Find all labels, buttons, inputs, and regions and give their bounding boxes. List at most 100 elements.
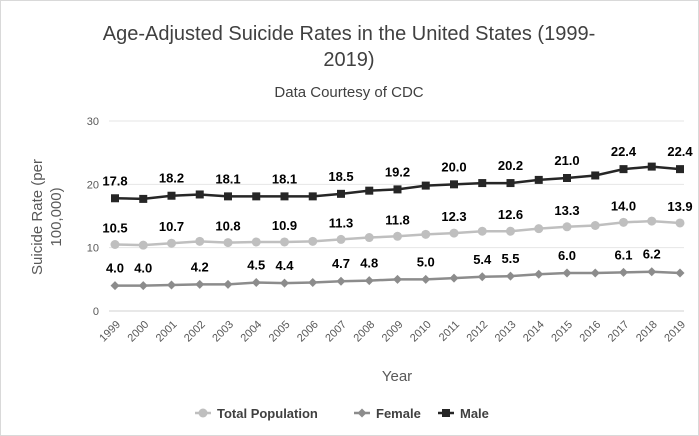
female-data-point xyxy=(477,272,487,282)
total-population-data-point xyxy=(280,237,289,247)
x-tick-label: 2005 xyxy=(267,319,293,345)
female-data-label: 5.4 xyxy=(473,252,492,267)
female-data-point xyxy=(393,274,402,284)
male-data-label: 19.2 xyxy=(385,164,410,179)
total-population-data-point xyxy=(675,218,685,228)
male-data-point xyxy=(647,162,656,171)
x-tick-label: 2011 xyxy=(437,319,462,344)
female-data-point xyxy=(167,280,176,290)
total-population-data-point xyxy=(534,224,544,234)
male-data-label: 20.0 xyxy=(441,159,466,174)
male-data-point xyxy=(478,179,487,188)
x-tick-label: 2013 xyxy=(493,319,519,345)
legend-total-population-marker xyxy=(198,408,208,418)
total-population-data-label: 12.6 xyxy=(498,207,523,222)
x-tick-label: 2000 xyxy=(126,319,152,345)
male-data-point xyxy=(365,186,374,195)
male-data-point xyxy=(393,185,402,194)
total-population-data-point xyxy=(619,217,628,227)
female-data-point xyxy=(647,267,657,277)
legend-female-marker xyxy=(357,408,367,418)
female-data-label: 4.2 xyxy=(191,259,209,274)
x-tick-label: 2010 xyxy=(408,319,434,345)
total-population-data-point xyxy=(308,236,318,246)
total-population-data-point xyxy=(506,226,515,236)
male-data-point xyxy=(421,181,430,190)
chart-title-line-1: Age-Adjusted Suicide Rates in the United… xyxy=(103,23,596,45)
total-population-data-label: 10.9 xyxy=(272,218,297,233)
total-population-data-point xyxy=(110,240,120,249)
y-tick-labels: 0 10 20 30 xyxy=(87,116,99,318)
female-data-label: 6.2 xyxy=(643,247,661,262)
total-population-data-label: 13.9 xyxy=(667,199,692,214)
female-data-point xyxy=(223,279,233,289)
x-tick-label: 2008 xyxy=(352,319,378,345)
female-data-point xyxy=(590,268,600,278)
male-data-point xyxy=(450,180,458,189)
x-tick-label: 2006 xyxy=(295,319,321,345)
female-data-label: 4.4 xyxy=(275,258,294,273)
male-data-point xyxy=(534,175,543,184)
male-data-point xyxy=(139,194,148,203)
female-data-point xyxy=(619,267,628,277)
male-data-point xyxy=(280,192,289,201)
x-tick-label: 2007 xyxy=(323,319,349,345)
x-tick-label: 2012 xyxy=(465,319,491,345)
male-data-label: 18.2 xyxy=(159,171,184,186)
female-data-label: 5.0 xyxy=(417,254,435,269)
female-data-label: 5.5 xyxy=(501,251,519,266)
series-lines xyxy=(110,162,685,291)
y-tick-label: 20 xyxy=(87,179,99,191)
x-tick-label: 2016 xyxy=(578,319,604,345)
total-population-data-label: 10.8 xyxy=(215,219,240,234)
legend-total-population-label: Total Population xyxy=(217,406,318,421)
data-labels: 10.5 10.7 10.8 10.9 11.3 11.8 12.3 12.6 13.3 14.0… xyxy=(102,144,693,276)
female-data-label: 4.7 xyxy=(332,256,350,271)
y-axis-label-line-1: Suicide Rate (per xyxy=(29,159,46,275)
male-data-point xyxy=(619,165,628,174)
gridlines xyxy=(109,120,684,312)
x-axis-label: Year xyxy=(382,368,412,385)
chart-subtitle: Data Courtesy of CDC xyxy=(274,84,423,101)
male-data-point xyxy=(563,174,571,182)
male-data-label: 21.0 xyxy=(554,153,579,168)
male-data-label: 22.4 xyxy=(611,144,637,159)
female-data-label: 4.5 xyxy=(247,258,265,273)
female-data-label: 4.8 xyxy=(360,256,378,271)
total-population-data-point xyxy=(195,236,205,246)
male-data-point xyxy=(195,190,204,199)
total-population-data-point xyxy=(562,222,572,232)
x-tick-labels: 1999 2000 2001 2002 2003 2004 2005 2006 2007 2008… xyxy=(97,319,688,345)
female-data-point xyxy=(280,278,289,288)
x-tick-label: 2018 xyxy=(634,319,660,345)
chart-title-line-2: 2019) xyxy=(323,49,374,71)
female-data-label: 4.0 xyxy=(106,261,124,276)
female-data-label: 4.0 xyxy=(134,261,152,276)
y-axis-label-line-2: 100,000) xyxy=(48,187,65,246)
legend-female-label: Female xyxy=(376,406,421,421)
y-tick-label: 30 xyxy=(87,116,99,128)
total-population-data-point xyxy=(167,238,176,248)
x-tick-label: 2019 xyxy=(662,319,688,345)
female-data-point xyxy=(308,278,318,287)
legend: Total Population Female Male xyxy=(195,406,489,421)
total-population-data-point xyxy=(223,238,233,248)
female-data-label: 6.0 xyxy=(558,248,576,263)
total-population-data-point xyxy=(138,240,148,250)
male-data-point xyxy=(252,192,261,201)
male-data-point xyxy=(111,194,119,203)
total-population-data-label: 10.5 xyxy=(102,221,127,236)
x-tick-label: 2009 xyxy=(380,319,406,345)
male-data-label: 18.1 xyxy=(272,171,297,186)
male-data-label: 17.8 xyxy=(102,173,127,188)
female-data-label: 6.1 xyxy=(614,247,632,262)
female-data-point xyxy=(110,281,120,291)
total-population-data-point xyxy=(251,237,261,247)
male-data-point xyxy=(676,165,684,174)
legend-male-label: Male xyxy=(460,406,489,421)
legend-male-marker xyxy=(442,409,450,417)
total-population-data-point xyxy=(449,228,459,238)
male-data-point xyxy=(591,171,600,180)
female-data-point xyxy=(251,278,261,287)
